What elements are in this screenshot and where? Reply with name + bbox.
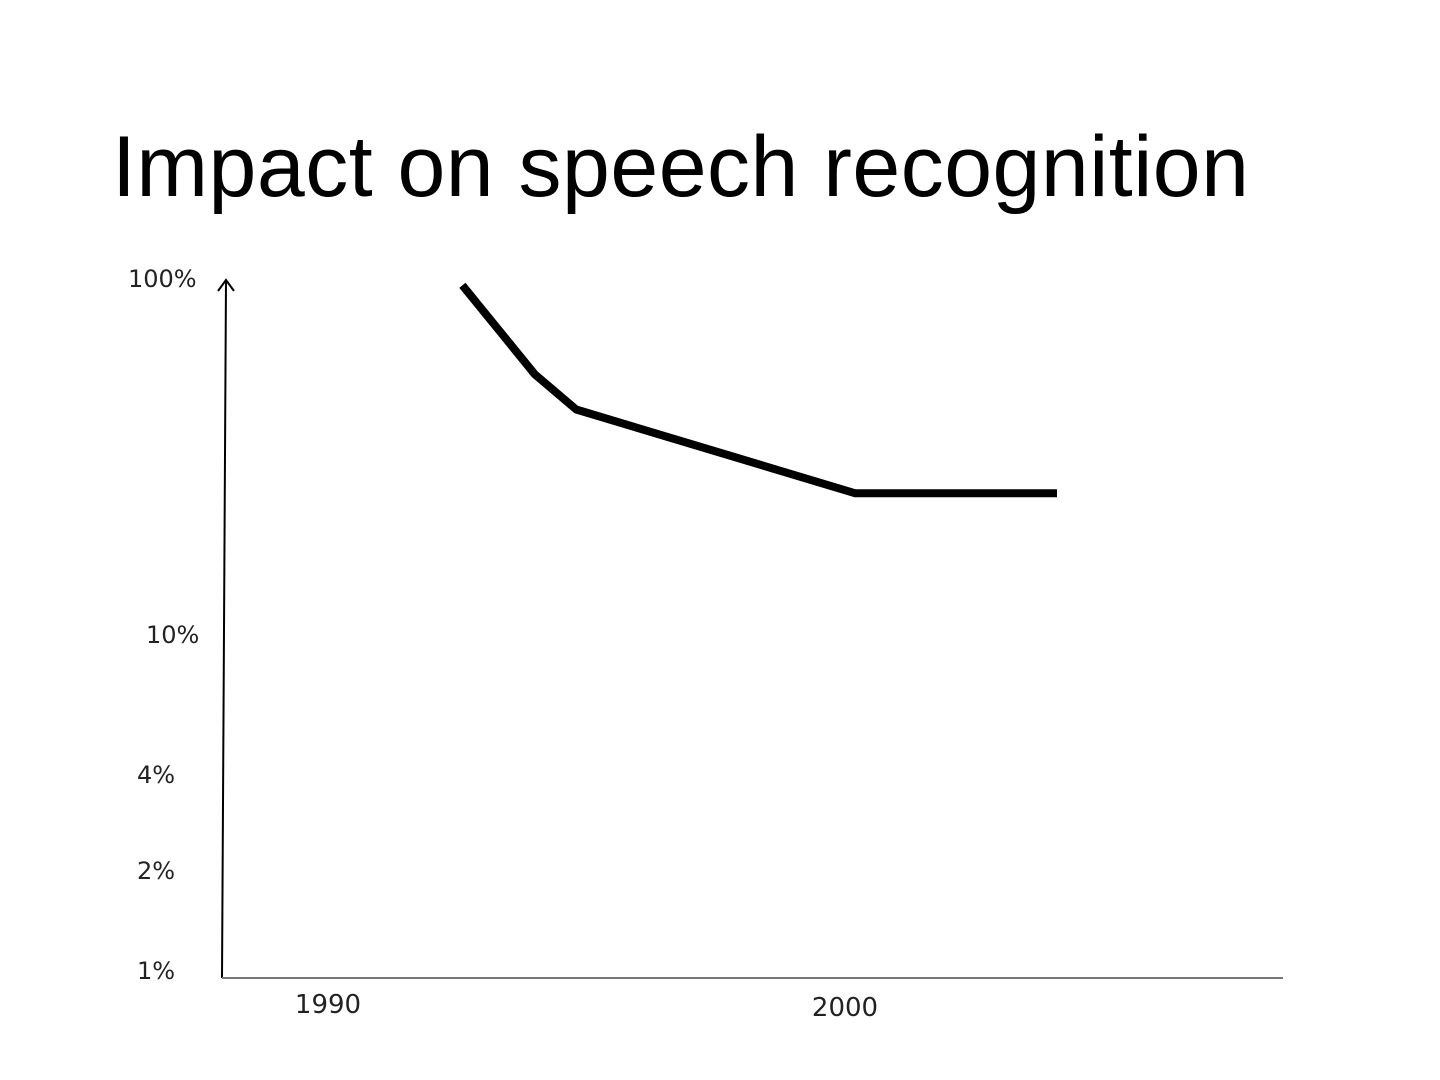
y-tick-label: 4% [137,761,175,789]
chart-axes [217,278,1283,979]
x-tick-labels: 1990 2000 [295,990,878,1023]
y-tick-label: 1% [137,957,175,985]
x-tick-label: 2000 [812,993,878,1023]
y-tick-label: 2% [137,857,175,885]
y-tick-label: 10% [146,621,199,649]
y-tick-label: 100% [128,265,197,293]
y-axis [221,279,227,979]
series-line [459,282,1057,498]
y-axis-arrow [217,278,235,292]
y-tick-labels: 100% 10% 4% 2% 1% [128,265,199,985]
slide-title: Impact on speech recognition [112,119,1250,215]
chart-series [459,282,1057,498]
x-tick-label: 1990 [295,990,361,1020]
